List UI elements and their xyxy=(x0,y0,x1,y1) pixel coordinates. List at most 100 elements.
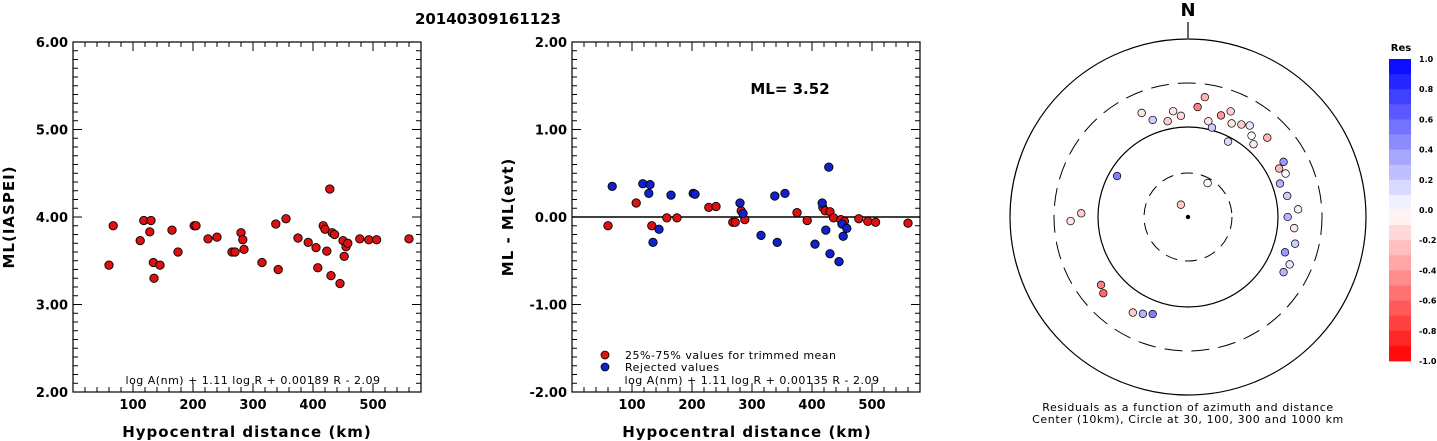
left-y-tick-label: 6.00 xyxy=(36,36,68,51)
middle-trimmed-point xyxy=(662,213,672,223)
colorbar-cell xyxy=(1389,210,1411,226)
polar-station-point xyxy=(1193,102,1202,112)
middle-y-tick-label: 1.00 xyxy=(535,124,567,139)
left-y-tick-label: 3.00 xyxy=(36,299,68,314)
left-y-tick-label: 5.00 xyxy=(36,124,68,139)
middle-x-tick-label: 500 xyxy=(858,398,885,413)
left-point xyxy=(329,229,340,240)
colorbar-cell xyxy=(1389,104,1411,120)
polar-station-point xyxy=(1237,120,1246,129)
colorbar-cell xyxy=(1389,164,1411,181)
ring-1000km xyxy=(1009,38,1367,396)
polar-station-point xyxy=(1077,209,1086,218)
left-point xyxy=(364,235,374,245)
left-point xyxy=(339,251,349,262)
middle-rejected-point xyxy=(825,249,835,259)
polar-station-point xyxy=(1245,121,1254,130)
middle-rejected-point xyxy=(842,223,852,234)
left-point xyxy=(155,260,165,270)
colorbar-ticks: 1.0 0.8 0.6 0.4 0.2 0.0 -0.2 -0.4 -0.6 -0.8 -1.0 xyxy=(1419,55,1437,366)
colorbar-cell xyxy=(1389,270,1411,286)
colorbar-cell xyxy=(1389,330,1411,347)
middle-rejected-point xyxy=(810,239,820,249)
left-point xyxy=(212,232,222,242)
left-point xyxy=(325,184,335,194)
polar-station-point xyxy=(1293,205,1303,214)
polar-station-point xyxy=(1290,224,1299,233)
middle-trimmed-point xyxy=(631,198,641,208)
ml-residual-panel: 100 200 300 400 500 -2.00 -1.00 0.00 1.00 2.00 ML… xyxy=(499,36,921,441)
left-point xyxy=(104,260,114,270)
middle-trimmed-point xyxy=(802,215,812,226)
middle-y-tick-label: -2.00 xyxy=(530,386,567,401)
middle-rejected-point xyxy=(756,230,766,241)
colorbar-tick-label: -0.2 xyxy=(1419,236,1437,245)
left-point xyxy=(238,235,248,245)
middle-rejected-point xyxy=(838,231,848,241)
colorbar-tick-label: 0.2 xyxy=(1419,176,1433,185)
polar-station-point xyxy=(1227,119,1236,128)
left-point xyxy=(355,234,365,244)
colorbar-cell xyxy=(1389,315,1411,332)
polar-station-point xyxy=(1112,171,1122,181)
colorbar-cell xyxy=(1389,89,1411,105)
polar-station-point xyxy=(1223,137,1233,146)
legend-rejected-label: Rejected values xyxy=(625,361,720,374)
left-points xyxy=(104,184,414,289)
polar-points xyxy=(1066,92,1303,319)
polar-station-point xyxy=(1099,289,1108,298)
colorbar-cell xyxy=(1389,74,1411,90)
middle-formula: log A(nm) + 1.11 log R + 0.00135 R - 2.0… xyxy=(625,374,880,387)
middle-y-axis-label: ML - ML(evt) xyxy=(499,158,517,276)
middle-points xyxy=(603,162,913,267)
left-point xyxy=(371,235,382,245)
residual-colorbar: Res 1.0 0.8 0.6 0.4 0.2 0.0 -0.2 -0.4 -0.6 -0.8 -1… xyxy=(1389,43,1437,366)
left-point xyxy=(239,244,249,255)
left-point xyxy=(404,234,414,244)
colorbar-cell xyxy=(1389,179,1411,196)
middle-trimmed-point xyxy=(603,221,613,231)
polar-station-point xyxy=(1280,248,1290,257)
middle-trimmed-point xyxy=(672,213,682,223)
middle-trimmed-point xyxy=(792,207,802,218)
middle-ticks: 100 200 300 400 500 -2.00 -1.00 0.00 1.00 2.00 xyxy=(530,36,920,413)
middle-trimmed-point xyxy=(730,217,740,227)
polar-caption-line2: Center (10km), Circle at 30, 100, 300 an… xyxy=(1032,413,1344,426)
polar-station-point xyxy=(1066,216,1075,226)
colorbar-tick-label: 0.4 xyxy=(1419,146,1434,155)
middle-x-tick-label: 100 xyxy=(618,398,645,413)
middle-rejected-point xyxy=(654,224,664,234)
left-formula: log A(nm) + 1.11 log R + 0.00189 R - 2.0… xyxy=(126,374,381,387)
left-point xyxy=(311,242,321,253)
left-point xyxy=(203,234,213,244)
left-point xyxy=(230,247,240,257)
middle-rejected-point xyxy=(824,162,834,172)
left-point xyxy=(335,278,345,289)
polar-station-point xyxy=(1203,178,1212,188)
polar-station-point xyxy=(1290,239,1300,248)
polar-station-point xyxy=(1204,117,1213,126)
left-x-axis-label: Hypocentral distance (km) xyxy=(122,423,372,441)
ring-30km xyxy=(1143,172,1233,262)
left-point xyxy=(173,247,183,257)
left-x-tick-label: 300 xyxy=(239,398,266,413)
left-point xyxy=(313,263,323,273)
left-x-tick-label: 400 xyxy=(299,398,326,413)
colorbar-cell xyxy=(1389,194,1411,211)
polar-station-point xyxy=(1138,309,1148,318)
polar-station-point xyxy=(1163,117,1172,126)
colorbar-cell xyxy=(1389,240,1411,256)
colorbar-cell xyxy=(1389,134,1411,150)
left-point xyxy=(149,273,159,283)
polar-station-point xyxy=(1247,131,1256,140)
colorbar-cell xyxy=(1389,225,1411,241)
colorbar-cell xyxy=(1389,149,1411,166)
middle-y-tick-label: -1.00 xyxy=(530,299,567,314)
left-x-tick-label: 200 xyxy=(179,398,206,413)
left-point xyxy=(326,270,336,281)
left-y-tick-label: 4.00 xyxy=(36,211,68,226)
ring-300km xyxy=(1053,82,1323,352)
polar-station-point xyxy=(1148,309,1157,319)
middle-rejected-point xyxy=(607,181,617,192)
